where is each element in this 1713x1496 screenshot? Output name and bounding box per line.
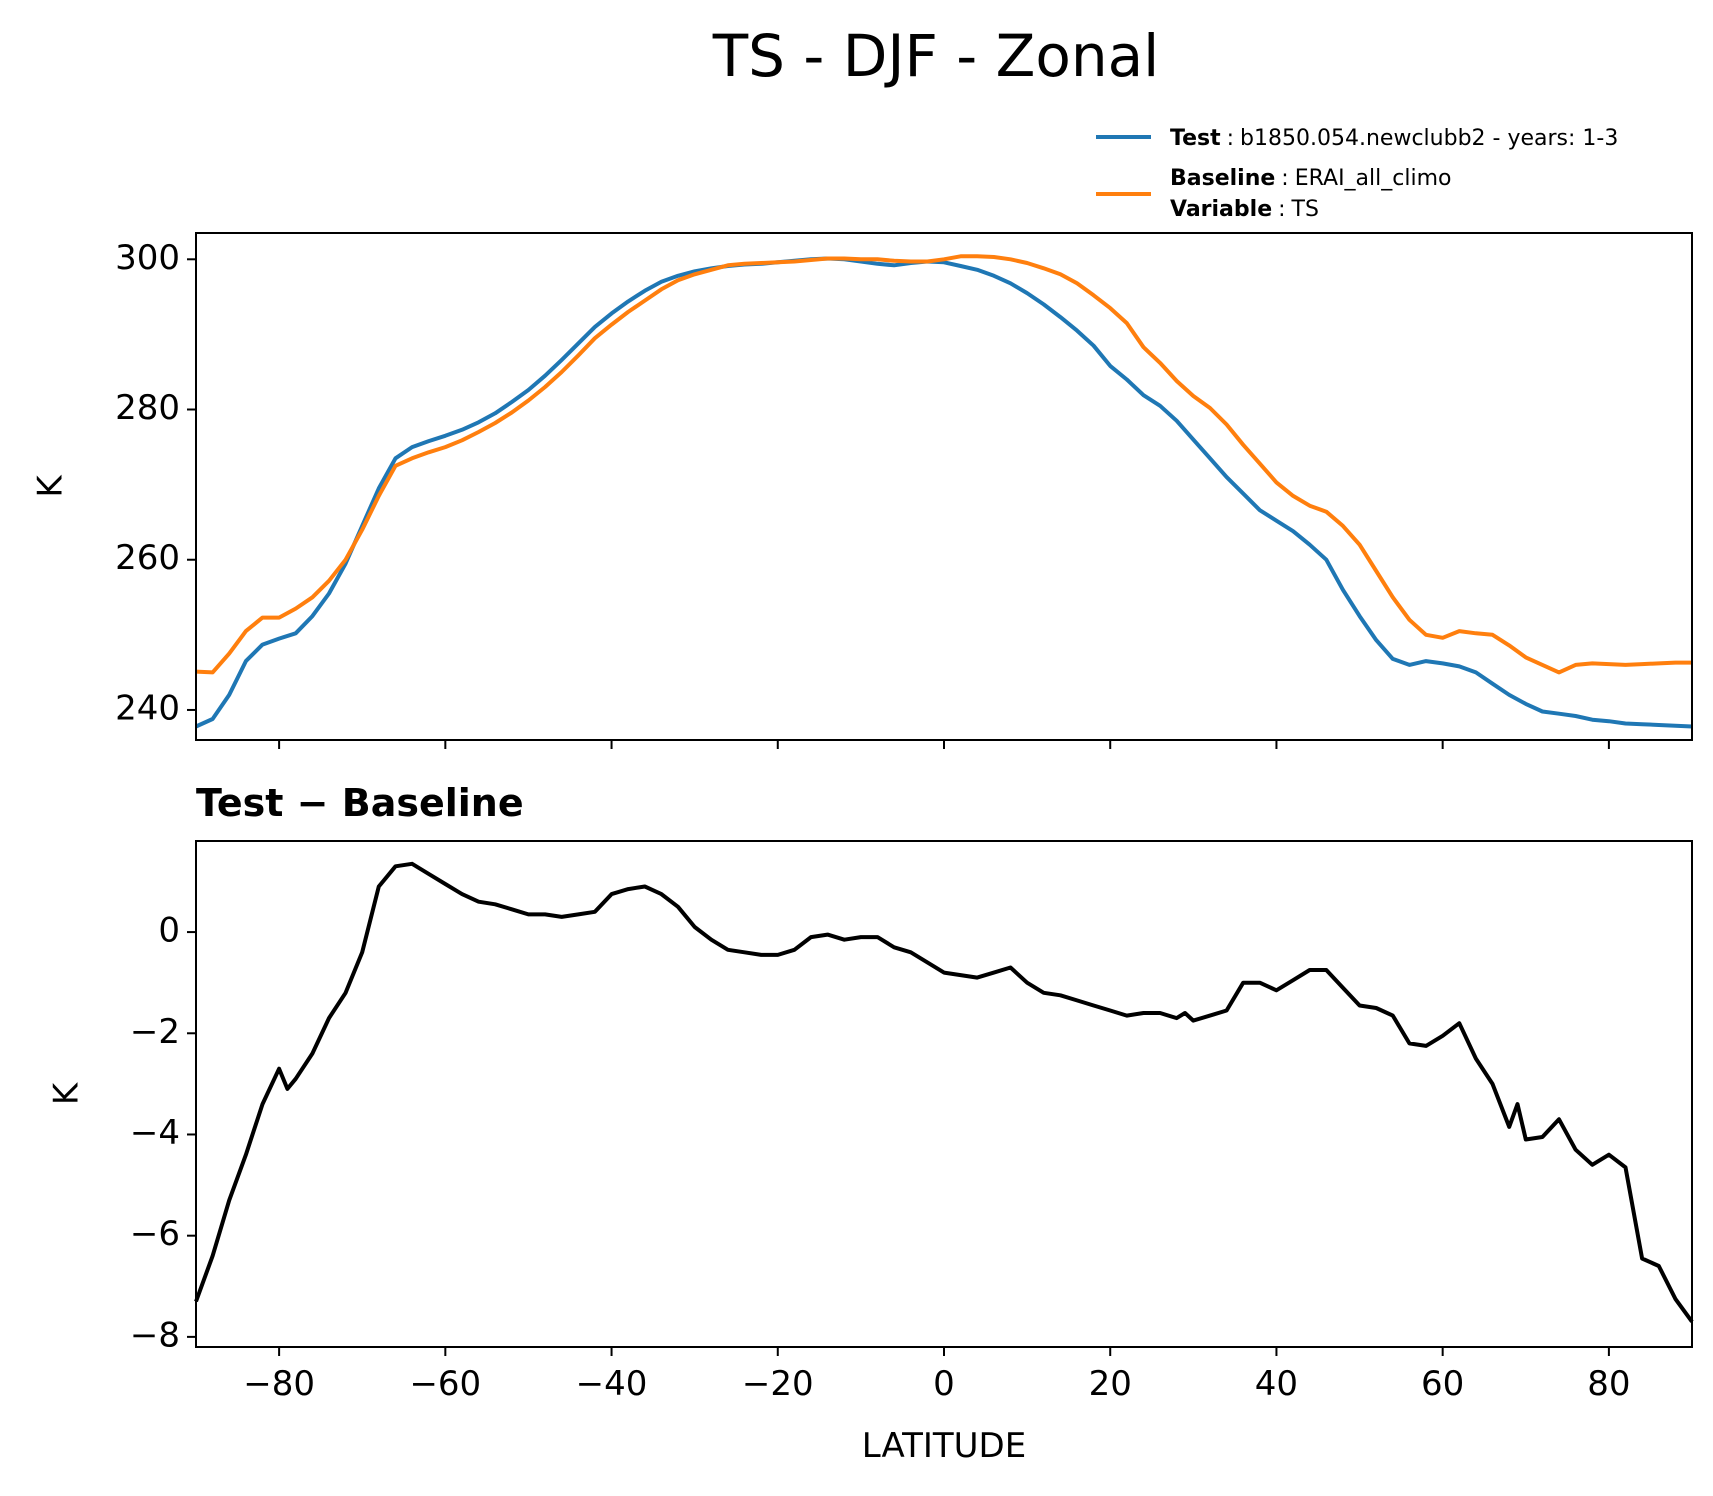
top-ytick-label: 260 bbox=[115, 538, 180, 578]
top-ytick-label: 240 bbox=[115, 688, 180, 728]
bottom-xtick-label: 60 bbox=[1421, 1364, 1464, 1404]
bottom-xtick-label: 0 bbox=[933, 1364, 955, 1404]
bottom-panel-xlabel: LATITUDE bbox=[862, 1426, 1026, 1466]
top-panel: 240 260 280 300 K bbox=[31, 232, 1693, 749]
bottom-panel-frame bbox=[195, 840, 1693, 1348]
bottom-xtick-label: −80 bbox=[243, 1364, 315, 1404]
top-series-test-line bbox=[195, 256, 1693, 729]
bottom-panel-series bbox=[194, 861, 1694, 1323]
bottom-series-diff-line bbox=[194, 861, 1694, 1323]
top-series-baseline-line bbox=[195, 254, 1692, 675]
top-panel-x-axis bbox=[278, 740, 1610, 749]
bottom-ytick-label: −6 bbox=[130, 1214, 180, 1254]
top-panel-y-axis: 240 260 280 300 bbox=[115, 238, 196, 728]
bottom-panel-subtitle: Test − Baseline bbox=[196, 781, 524, 825]
bottom-xtick-label: 80 bbox=[1587, 1364, 1630, 1404]
top-panel-frame bbox=[195, 232, 1693, 741]
legend-entry-test: Test: b1850.054.newclubb2 - years: 1-3 bbox=[1170, 126, 1618, 151]
bottom-ytick-label: −8 bbox=[130, 1315, 180, 1355]
legend-entry-variable: Variable: TS bbox=[1170, 197, 1319, 222]
bottom-panel-x-axis: −80 −60 −40 −20 0 20 40 60 80 bbox=[243, 1347, 1631, 1404]
bottom-xtick-label: 40 bbox=[1255, 1364, 1298, 1404]
legend-entry-baseline: Baseline: ERAI_all_climo bbox=[1170, 166, 1451, 191]
bottom-xtick-label: 20 bbox=[1089, 1364, 1132, 1404]
bottom-panel-y-axis: −8 −6 −4 −2 0 bbox=[130, 911, 196, 1355]
bottom-xtick-label: −20 bbox=[742, 1364, 814, 1404]
bottom-panel-ylabel: K bbox=[47, 1081, 87, 1105]
bottom-panel: Test − Baseline −8−6−4−20 −80 −60 −40 −20 0 2… bbox=[47, 781, 1694, 1466]
bottom-ytick-label: −4 bbox=[130, 1113, 180, 1153]
top-ytick-label: 280 bbox=[115, 388, 180, 428]
bottom-ytick-label: 0 bbox=[158, 911, 180, 951]
top-panel-ylabel: K bbox=[31, 474, 71, 498]
figure-title: TS - DJF - Zonal bbox=[712, 22, 1160, 90]
bottom-xtick-label: −60 bbox=[409, 1364, 481, 1404]
top-ytick-label: 300 bbox=[115, 238, 180, 278]
bottom-ytick-label: −2 bbox=[130, 1012, 180, 1052]
legend: Test: b1850.054.newclubb2 - years: 1-3 Ba… bbox=[1096, 126, 1618, 222]
bottom-xtick-label: −40 bbox=[576, 1364, 648, 1404]
top-panel-series bbox=[195, 254, 1693, 729]
